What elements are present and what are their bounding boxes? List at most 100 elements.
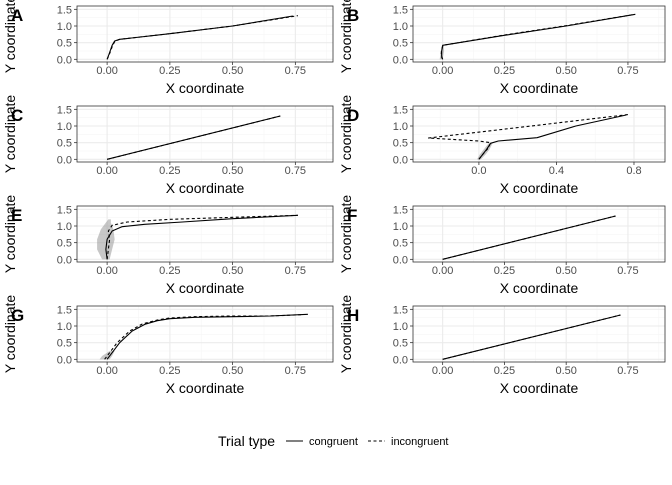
y-tick-label: 1.0	[57, 121, 72, 133]
y-tick-label: 0.0	[393, 54, 408, 66]
x-axis-title: X coordinate	[500, 180, 579, 196]
panel-h: 0.00 0.25 0.50 0.75 0.0 0.5 1.0 1.5 X coordinate…	[338, 295, 666, 396]
confidence-band	[97, 219, 115, 260]
legend-title: Trial type	[218, 433, 275, 449]
panel-g: 0.00 0.25 0.50 0.75 0.0 0.5 1.0 1.5 X coordinate…	[2, 295, 334, 396]
series-line-congruent	[441, 13, 636, 60]
panel-c: 0.00 0.25 0.50 0.75 0.0 0.5 1.0 1.5 X coordinate…	[2, 95, 334, 196]
legend: Trial type congruent incongruent	[218, 433, 449, 449]
panel-border	[76, 205, 334, 263]
x-tick-label: 0.4	[549, 165, 564, 177]
y-tick-label: 1.5	[393, 304, 408, 316]
series-line-incongruent	[427, 113, 631, 160]
y-tick-label: 1.0	[393, 121, 408, 133]
x-tick-label: 0.00	[96, 65, 117, 77]
x-tick-label: 0.25	[159, 165, 180, 177]
y-axis-title: Y coordinate	[338, 195, 354, 274]
series-line-incongruent	[106, 15, 298, 60]
x-tick-label: 0.00	[432, 265, 453, 277]
y-tick-label: 1.5	[57, 4, 72, 16]
series-line-congruent	[105, 214, 298, 260]
y-tick-label: 1.5	[57, 304, 72, 316]
panel-b: 0.00 0.25 0.50 0.75 0.0 0.5 1.0 1.5 X coordinate…	[338, 0, 666, 96]
y-tick-label: 0.0	[393, 154, 408, 166]
y-tick-label: 0.5	[57, 238, 72, 250]
x-tick-label: 0.75	[285, 65, 306, 77]
y-tick-label: 0.5	[57, 138, 72, 150]
x-tick-label: 0.25	[494, 265, 515, 277]
panel-tag: G	[11, 306, 24, 325]
y-tick-label: 0.5	[393, 38, 408, 50]
panel-border	[412, 305, 666, 363]
x-tick-label: 0.00	[432, 365, 453, 377]
panel-border	[412, 205, 666, 263]
panel-tag: A	[11, 6, 23, 25]
panel-d: 0.0 0.4 0.8 0.0 0.5 1.0 1.5 X coordinate Y coord…	[338, 95, 666, 196]
x-axis-title: X coordinate	[500, 80, 579, 96]
y-axis-title: Y coordinate	[338, 0, 354, 73]
panel-tag: F	[347, 206, 357, 225]
panel-border	[76, 5, 334, 63]
y-tick-label: 0.0	[57, 154, 72, 166]
series-line-incongruent	[104, 314, 303, 360]
x-axis-title: X coordinate	[166, 80, 245, 96]
y-tick-label: 0.0	[393, 254, 408, 266]
y-tick-label: 0.0	[57, 354, 72, 366]
panel-e: 0.00 0.25 0.50 0.75 0.0 0.5 1.0 1.5 X coordinate…	[2, 195, 334, 296]
y-tick-label: 0.5	[393, 238, 408, 250]
panel-border	[412, 5, 666, 63]
x-axis-title: X coordinate	[500, 280, 579, 296]
y-axis-title: Y coordinate	[2, 295, 18, 374]
y-tick-label: 0.5	[393, 338, 408, 350]
panel-tag: E	[11, 206, 22, 225]
panel-a: 0.00 0.25 0.50 0.75 0.0 0.5 1.0 1.5 X coordinate…	[2, 0, 334, 96]
y-tick-label: 1.0	[57, 321, 72, 333]
legend-label: incongruent	[391, 436, 449, 448]
x-axis-title: X coordinate	[500, 380, 579, 396]
series-line-congruent	[442, 314, 621, 360]
series-line-incongruent	[440, 14, 633, 60]
series-line-congruent	[106, 313, 308, 360]
series-line-incongruent	[106, 214, 298, 260]
panel-tag: B	[347, 6, 359, 25]
y-axis-title: Y coordinate	[2, 0, 18, 73]
x-tick-label: 0.75	[617, 365, 638, 377]
y-tick-label: 1.5	[393, 204, 408, 216]
x-axis-title: X coordinate	[166, 380, 245, 396]
x-tick-label: 0.50	[222, 365, 243, 377]
y-tick-label: 0.0	[57, 54, 72, 66]
x-tick-label: 0.50	[555, 365, 576, 377]
panel-tag: C	[11, 106, 23, 125]
y-tick-label: 0.5	[57, 38, 72, 50]
x-tick-label: 0.25	[494, 365, 515, 377]
y-tick-label: 1.5	[393, 104, 408, 116]
legend-label: congruent	[309, 436, 358, 448]
x-tick-label: 0.25	[159, 265, 180, 277]
x-axis-title: X coordinate	[166, 180, 245, 196]
y-tick-label: 0.5	[393, 138, 408, 150]
x-tick-label: 0.00	[96, 265, 117, 277]
x-tick-label: 0.75	[285, 265, 306, 277]
y-tick-label: 1.0	[57, 21, 72, 33]
y-tick-label: 1.5	[393, 4, 408, 16]
panel-border	[412, 105, 666, 163]
y-tick-label: 1.5	[57, 104, 72, 116]
y-axis-title: Y coordinate	[2, 95, 18, 174]
panel-tag: H	[347, 306, 359, 325]
y-axis-title: Y coordinate	[338, 95, 354, 174]
y-tick-label: 0.0	[393, 354, 408, 366]
x-tick-label: 0.50	[555, 65, 576, 77]
panel-border	[76, 105, 334, 163]
x-tick-label: 0.75	[285, 365, 306, 377]
y-tick-label: 0.5	[57, 338, 72, 350]
x-tick-label: 0.00	[432, 65, 453, 77]
x-axis-title: X coordinate	[166, 280, 245, 296]
panel-border	[76, 305, 334, 363]
x-tick-label: 0.75	[617, 265, 638, 277]
panel-f: 0.00 0.25 0.50 0.75 0.0 0.5 1.0 1.5 X coordinate…	[338, 195, 666, 296]
y-axis-title: Y coordinate	[2, 195, 18, 274]
series-line-incongruent	[442, 215, 616, 260]
x-tick-label: 0.50	[222, 265, 243, 277]
x-tick-label: 0.8	[626, 165, 641, 177]
